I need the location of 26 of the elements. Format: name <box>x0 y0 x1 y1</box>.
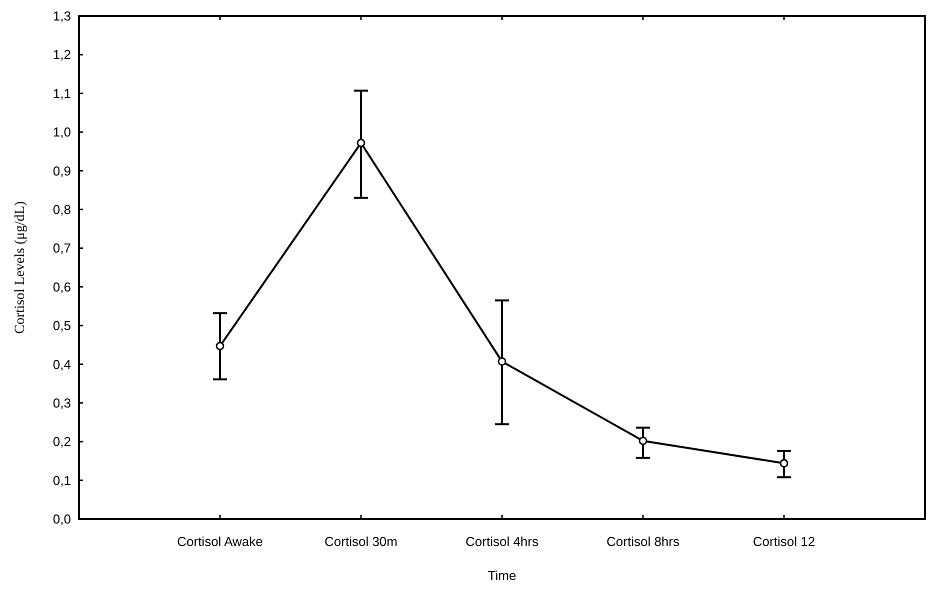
y-tick-label: 0,7 <box>52 240 71 256</box>
x-tick-label: Cortisol 12 <box>752 534 816 549</box>
point <box>356 138 366 148</box>
point <box>498 357 506 366</box>
y-tick-label: 0,8 <box>52 202 71 218</box>
x-axis-title: Time <box>488 568 516 583</box>
y-tick-label: 0,6 <box>52 279 71 294</box>
x-tick-label: Cortisol 30m <box>324 534 398 549</box>
y-tick-label: 1,0 <box>52 124 71 140</box>
y-tick-label: 0,9 <box>52 163 71 178</box>
x-tick-label: Cortisol Awake <box>177 534 263 549</box>
point <box>216 342 224 350</box>
point <box>780 459 788 468</box>
y-tick-label: 1,2 <box>52 47 71 62</box>
x-tick-label: Cortisol 8hrs <box>606 534 680 549</box>
y-axis-title: Cortisol Levels (μg/dL) <box>13 200 28 334</box>
y-tick-label: 0,3 <box>52 395 71 410</box>
y-tick-label: 0,1 <box>52 472 71 488</box>
point <box>638 436 648 446</box>
y-tick-label: 0,4 <box>52 356 71 372</box>
y-tick-label: 1,3 <box>52 8 71 24</box>
y-tick-label: 0,5 <box>52 318 71 334</box>
y-tick-label: 0,0 <box>52 512 71 527</box>
y-tick-label: 1,1 <box>52 86 71 101</box>
y-tick-label: 0,2 <box>52 434 71 450</box>
x-tick-label: Cortisol 4hrs <box>466 534 539 549</box>
